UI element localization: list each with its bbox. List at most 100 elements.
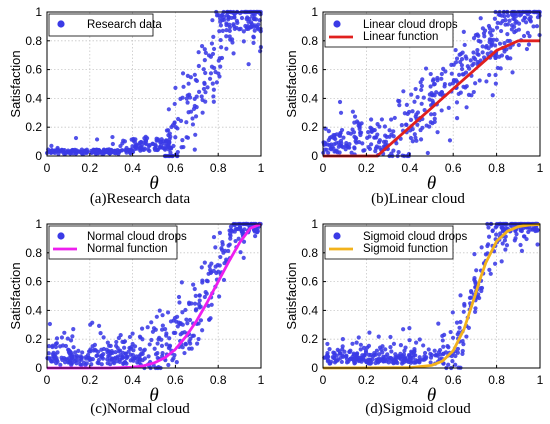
cloud-drop-point [399, 361, 405, 366]
cloud-drop-point [172, 101, 177, 107]
cloud-drop-point [220, 12, 225, 17]
cloud-drop-point [106, 149, 111, 154]
cloud-drop-point [65, 150, 70, 155]
cloud-drop-point [78, 362, 83, 367]
cloud-drop-point [68, 338, 74, 343]
cloud-drop-point [440, 333, 445, 339]
cloud-drop-point [422, 350, 428, 356]
cloud-drop-point [419, 101, 424, 106]
cloud-drop-point [486, 225, 491, 230]
cloud-drop-point [484, 43, 489, 49]
cloud-drop-point [60, 357, 65, 362]
x-tick-label: 0.4 [401, 161, 418, 175]
cloud-drop-point [94, 353, 99, 359]
cloud-drop-point [391, 341, 397, 346]
cloud-drop-point [200, 97, 205, 103]
x-tick-label: 0.2 [358, 373, 375, 387]
cloud-drop-point [173, 125, 178, 130]
y-tick-label: 0.6 [301, 63, 318, 77]
cloud-drop-point [512, 24, 517, 29]
cloud-drop-point [193, 308, 198, 313]
cloud-drop-point [256, 22, 261, 27]
cloud-drop-point [516, 42, 521, 48]
cloud-drop-point [398, 357, 404, 362]
cloud-drop-point [258, 49, 263, 54]
cloud-drop-point [458, 319, 463, 325]
cloud-drop-point [197, 293, 202, 298]
cloud-drop-point [429, 112, 434, 117]
cloud-drop-point [399, 354, 404, 359]
cloud-drop-point [408, 135, 414, 141]
legend-marker-scatter [57, 232, 65, 240]
cloud-drop-point [344, 357, 350, 362]
y-axis-label: Satisfaction [8, 262, 23, 329]
cloud-drop-point [69, 362, 74, 368]
cloud-drop-point [513, 20, 518, 25]
cloud-drop-point [459, 57, 465, 62]
cloud-drop-point [410, 109, 415, 114]
cloud-drop-point [168, 134, 173, 139]
cloud-drop-point [327, 135, 333, 140]
cloud-drop-point [96, 323, 102, 328]
cloud-drop-point [221, 250, 226, 255]
cloud-drop-point [56, 151, 61, 156]
cloud-drop-point [209, 41, 215, 46]
cloud-drop-point [498, 28, 504, 34]
cloud-drop-point [459, 63, 464, 68]
y-tick-label: 0.2 [301, 120, 318, 134]
cloud-drop-point [189, 301, 194, 306]
legend: Research data [48, 13, 162, 37]
cloud-drop-point [464, 105, 469, 110]
cloud-drop-point [508, 45, 513, 50]
cloud-drop-point [420, 125, 425, 130]
cloud-drop-point [424, 123, 429, 128]
cloud-drop-point [90, 344, 95, 349]
cloud-drop-point [202, 294, 207, 300]
cloud-drop-point [533, 228, 538, 234]
cloud-drop-point [165, 310, 171, 315]
cloud-drop-point [252, 23, 257, 28]
cloud-drop-point [410, 355, 415, 360]
cloud-drop-point [428, 360, 433, 365]
cloud-drop-point [176, 294, 182, 300]
cloud-drop-point [196, 336, 201, 342]
cloud-drop-point [461, 309, 466, 314]
cloud-drop-point [66, 347, 71, 352]
cloud-drop-point [369, 128, 374, 134]
cloud-drop-point [220, 239, 225, 245]
cloud-drop-point [218, 254, 223, 260]
cloud-drop-point [135, 356, 140, 362]
cloud-drop-point [189, 346, 194, 351]
cloud-drop-point [327, 361, 332, 366]
cloud-drop-point [367, 330, 372, 335]
legend-label: Normal function [87, 243, 168, 255]
cloud-drop-point [397, 103, 402, 108]
cloud-drop-point [389, 349, 394, 354]
cloud-drop-point [184, 135, 189, 140]
cloud-drop-point [383, 133, 388, 138]
cloud-drop-point [188, 95, 193, 100]
cloud-drop-point [84, 356, 89, 361]
y-tick-label: 0 [35, 361, 42, 375]
cloud-drop-point [381, 354, 386, 359]
cloud-drop-point [383, 359, 389, 364]
legend-marker-scatter [333, 20, 341, 28]
cloud-drop-point [430, 121, 435, 126]
cloud-drop-point [88, 357, 93, 362]
cloud-drop-point [492, 16, 497, 21]
y-tick-label: 0 [35, 149, 42, 163]
cloud-drop-point [234, 18, 239, 23]
cloud-drop-point [471, 35, 477, 41]
cloud-drop-point [453, 353, 458, 359]
cloud-drop-point [180, 345, 185, 350]
cloud-drop-point [192, 147, 197, 152]
cloud-drop-point [428, 351, 433, 356]
cloud-drop-point [54, 361, 59, 366]
cloud-drop-point [494, 37, 499, 42]
cloud-drop-point [331, 355, 336, 361]
cloud-drop-point [185, 321, 190, 326]
cloud-drop-point [428, 71, 433, 77]
cloud-drop-point [192, 301, 198, 306]
cloud-drop-point [447, 138, 453, 143]
x-tick-label: 0.8 [210, 373, 227, 387]
